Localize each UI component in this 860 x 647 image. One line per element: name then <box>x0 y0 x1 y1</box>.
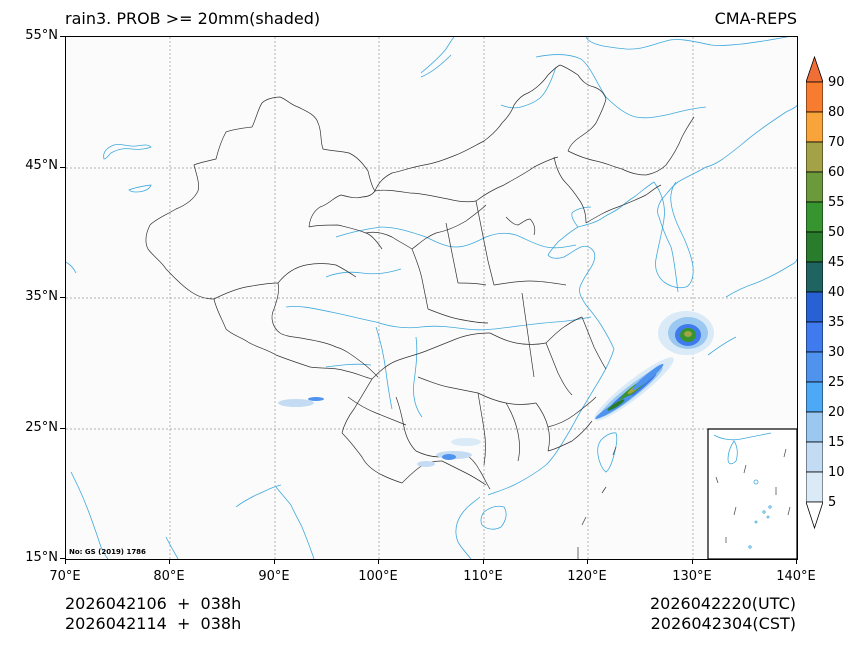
x-tickmark <box>796 559 797 564</box>
colorbar-label: 30 <box>828 345 845 360</box>
sea-boundary-dashes <box>577 446 617 559</box>
x-tickmark <box>65 559 66 564</box>
map-plot-area[interactable]: No: GS (2019) 1786 <box>65 36 798 560</box>
x-tick-120e: 120°E <box>567 569 607 584</box>
map-approval-note: No: GS (2019) 1786 <box>69 548 146 556</box>
x-tick-130e: 130°E <box>672 569 712 584</box>
model-name: CMA-REPS <box>714 9 797 28</box>
y-tickmark <box>60 558 65 559</box>
colorbar-extend-max <box>805 55 824 83</box>
x-tickmark <box>274 559 275 564</box>
y-tickmark <box>60 167 65 168</box>
province-borders <box>145 64 695 490</box>
y-tickmark <box>60 36 65 37</box>
y-tickmark <box>60 297 65 298</box>
colorbar-extend-min <box>805 501 824 530</box>
colorbar-label: 25 <box>828 375 845 390</box>
inset-coast <box>713 432 772 549</box>
x-tickmark <box>169 559 170 564</box>
gridlines <box>66 37 797 559</box>
valid-time-utc: 2026042220(UTC) <box>650 594 796 613</box>
colorbar-label: 90 <box>828 75 845 90</box>
x-tickmark <box>692 559 693 564</box>
chart-title: rain3. PROB >= 20mm(shaded) <box>65 9 321 28</box>
map-canvas <box>66 37 797 559</box>
precip-shading <box>278 311 714 467</box>
y-tick-25n: 25°N <box>25 420 58 435</box>
y-tickmark <box>60 428 65 429</box>
colorbar-label: 35 <box>828 315 845 330</box>
init-time-utc: 2026042106 + 038h <box>65 594 242 613</box>
colorbar-label: 40 <box>828 285 845 300</box>
x-tick-110e: 110°E <box>463 569 503 584</box>
inset-dashes <box>715 448 791 543</box>
colorbar-label: 55 <box>828 195 845 210</box>
y-tick-45n: 45°N <box>25 158 58 173</box>
colorbar-label: 70 <box>828 135 845 150</box>
colorbar-label: 10 <box>828 465 845 480</box>
colorbar-label: 60 <box>828 165 845 180</box>
x-tickmark <box>378 559 379 564</box>
x-tick-90e: 90°E <box>258 569 290 584</box>
x-tick-70e: 70°E <box>49 569 81 584</box>
colorbar-label: 20 <box>828 405 845 420</box>
colorbar-label: 80 <box>828 105 845 120</box>
x-tick-80e: 80°E <box>153 569 185 584</box>
colorbar-svg <box>805 55 824 530</box>
x-tick-100e: 100°E <box>358 569 398 584</box>
init-time-cst: 2026042114 + 038h <box>65 614 242 633</box>
colorbar-label: 5 <box>828 495 837 510</box>
colorbar-label: 45 <box>828 255 845 270</box>
colorbar-label: 50 <box>828 225 845 240</box>
x-tickmark <box>483 559 484 564</box>
y-tick-35n: 35°N <box>25 289 58 304</box>
x-tick-140e: 140°E <box>776 569 816 584</box>
colorbar-label: 15 <box>828 435 845 450</box>
y-tick-55n: 55°N <box>25 28 58 43</box>
colorbar <box>805 55 824 530</box>
coastlines <box>66 37 797 559</box>
valid-time-cst: 2026042304(CST) <box>650 614 796 633</box>
y-tick-15n: 15°N <box>25 550 58 565</box>
x-tickmark <box>587 559 588 564</box>
inset-box <box>707 428 797 559</box>
